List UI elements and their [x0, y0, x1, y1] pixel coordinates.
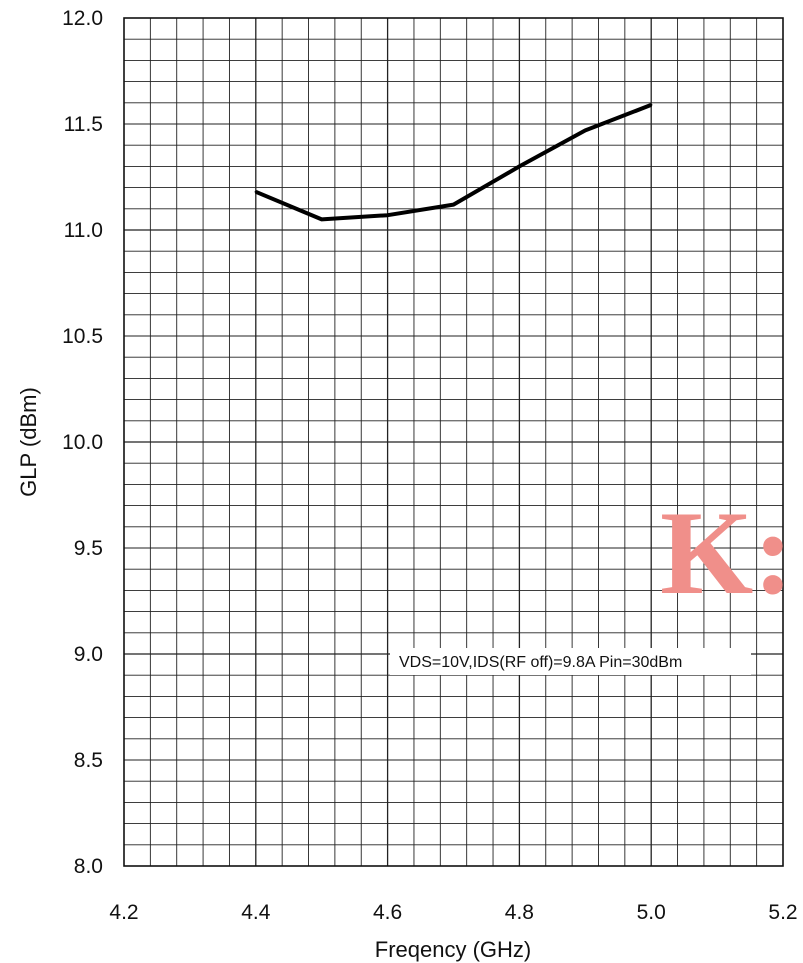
x-tick-label: 5.0 — [637, 901, 666, 924]
x-axis-label: Freqency (GHz) — [375, 937, 531, 962]
y-tick-label: 9.5 — [74, 537, 103, 560]
annotation-text: VDS=10V,IDS(RF off)=9.8A Pin=30dBm — [399, 654, 682, 671]
y-tick-label: 9.0 — [74, 643, 103, 666]
y-tick-label: 10.5 — [62, 325, 103, 348]
x-tick-label: 4.8 — [505, 901, 534, 924]
x-tick-label: 4.2 — [109, 901, 138, 924]
y-axis-ticks: 8.0 8.5 9.0 9.5 10.0 10.5 11.0 11.5 12.0 — [62, 7, 103, 878]
data-point — [320, 218, 323, 221]
x-tick-label: 5.2 — [768, 901, 797, 924]
data-point — [584, 129, 587, 132]
y-tick-label: 8.5 — [74, 749, 103, 772]
data-point — [518, 165, 521, 168]
x-axis-ticks: 4.2 4.4 4.6 4.8 5.0 5.2 — [109, 901, 797, 924]
y-tick-label: 10.0 — [62, 431, 103, 454]
x-tick-label: 4.4 — [241, 901, 271, 924]
plot-frame — [123, 17, 784, 867]
grid — [124, 18, 783, 866]
y-tick-label: 12.0 — [62, 7, 103, 30]
data-point — [386, 213, 389, 217]
watermark: K: — [660, 486, 793, 619]
plot-border — [123, 17, 784, 867]
x-tick-label: 4.6 — [373, 901, 402, 924]
y-axis-label: GLP (dBm) — [16, 387, 41, 497]
y-tick-label: 11.0 — [64, 219, 103, 242]
y-tick-label: 8.0 — [74, 855, 103, 878]
data-point — [650, 103, 653, 107]
series-group — [255, 103, 652, 222]
data-point — [452, 203, 455, 206]
series-line — [255, 103, 652, 222]
data-point — [254, 190, 257, 194]
annotation-background — [390, 648, 751, 675]
data-points — [254, 103, 653, 221]
y-tick-label: 11.5 — [64, 113, 103, 136]
annotation-group: VDS=10V,IDS(RF off)=9.8A Pin=30dBm — [390, 648, 751, 675]
